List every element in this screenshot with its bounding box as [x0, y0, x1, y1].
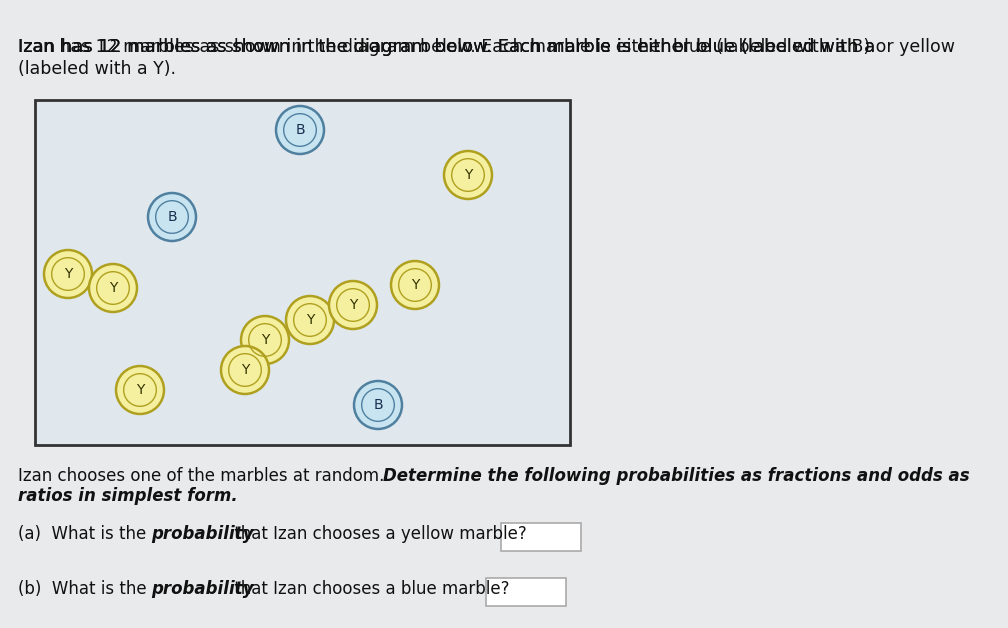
Text: B: B [373, 398, 383, 412]
Bar [486, 578, 566, 606]
Text: Izan has 12 marbles as shown in the diagram below. Each marble is either blue (l: Izan has 12 marbles as shown in the diag… [18, 38, 955, 56]
Text: that Izan chooses a blue marble?: that Izan chooses a blue marble? [229, 580, 509, 598]
Circle shape [148, 193, 196, 241]
Text: (labeled with a Y).: (labeled with a Y). [18, 60, 176, 78]
Circle shape [391, 261, 439, 309]
Text: Y: Y [109, 281, 117, 295]
Circle shape [354, 381, 402, 429]
Text: probability: probability [151, 580, 254, 598]
Circle shape [44, 250, 92, 298]
Circle shape [286, 296, 334, 344]
Text: Izan has 12 marbles as shown in the diagram below. Each marble is either blue (l: Izan has 12 marbles as shown in the diag… [18, 38, 881, 56]
Text: Determine the following probabilities as fractions and odds as: Determine the following probabilities as… [383, 467, 970, 485]
Bar [501, 523, 581, 551]
Text: ratios in simplest form.: ratios in simplest form. [18, 487, 238, 505]
Text: Y: Y [349, 298, 357, 312]
Bar [35, 100, 570, 445]
Text: Y: Y [305, 313, 314, 327]
Circle shape [329, 281, 377, 329]
Circle shape [116, 366, 164, 414]
Text: Y: Y [136, 383, 144, 397]
Text: Y: Y [64, 267, 73, 281]
Circle shape [89, 264, 137, 312]
Text: that Izan chooses a yellow marble?: that Izan chooses a yellow marble? [229, 525, 527, 543]
Text: B: B [167, 210, 176, 224]
Text: (a)  What is the: (a) What is the [18, 525, 151, 543]
Text: Y: Y [411, 278, 419, 292]
Circle shape [276, 106, 324, 154]
Circle shape [221, 346, 269, 394]
Text: Y: Y [464, 168, 472, 182]
Text: Izan chooses one of the marbles at random.: Izan chooses one of the marbles at rando… [18, 467, 390, 485]
Text: Y: Y [241, 363, 249, 377]
Text: Izan has 12 marbles as shown in the diagram below. Each marble is either blue (l: Izan has 12 marbles as shown in the diag… [18, 38, 881, 56]
Circle shape [444, 151, 492, 199]
Text: Y: Y [261, 333, 269, 347]
Text: probability: probability [151, 525, 254, 543]
Text: B: B [295, 123, 304, 137]
Text: (b)  What is the: (b) What is the [18, 580, 152, 598]
Circle shape [241, 316, 289, 364]
